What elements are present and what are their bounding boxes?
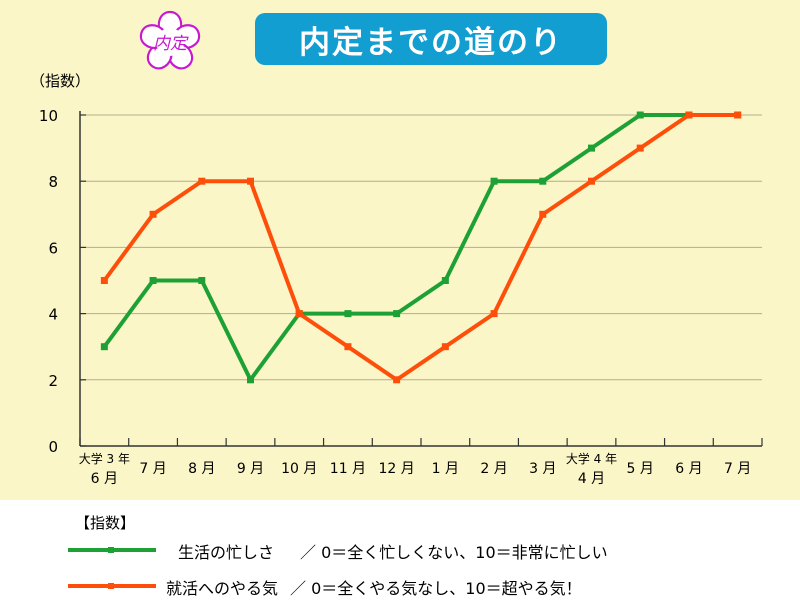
x-tick-label: 2 月 bbox=[480, 461, 507, 477]
data-point bbox=[441, 277, 449, 284]
x-tick-label: 5 月 bbox=[627, 461, 654, 477]
x-tick-label: 11 月 bbox=[330, 461, 366, 477]
data-point bbox=[588, 144, 595, 152]
x-tick-label: 8 月 bbox=[188, 461, 215, 477]
y-tick-label: 4 bbox=[48, 306, 58, 324]
data-point bbox=[539, 177, 547, 185]
data-point bbox=[393, 376, 401, 384]
x-tick-label: 6 月 bbox=[675, 461, 702, 477]
x-tick-label: 7 月 bbox=[139, 461, 166, 477]
data-point bbox=[490, 310, 498, 318]
y-tick-label: 6 bbox=[48, 239, 58, 257]
page-title: 内定までの道のり bbox=[255, 13, 607, 65]
y-axis-unit-label: （指数） bbox=[30, 72, 91, 90]
data-point bbox=[539, 210, 547, 218]
data-point bbox=[393, 310, 401, 318]
y-tick-label: 0 bbox=[48, 438, 58, 456]
legend-heading: 【指数】 bbox=[75, 514, 136, 532]
legend-swatch-busyness bbox=[68, 547, 156, 553]
data-point bbox=[100, 277, 108, 284]
stamp-text: 内定 bbox=[153, 34, 189, 54]
data-point bbox=[198, 277, 206, 284]
data-point bbox=[100, 343, 108, 351]
legend-label-motivation: 就活へのやる気 bbox=[166, 579, 279, 598]
legend-scale-busyness: ／ 0＝全く忙しくない、10＝非常に忙しい bbox=[300, 543, 608, 562]
legend-swatch-motivation bbox=[68, 583, 156, 589]
y-tick-label: 10 bbox=[39, 107, 58, 125]
series-line-motivation bbox=[102, 113, 738, 383]
flower-stamp-icon: 内定 bbox=[139, 10, 201, 70]
series-line-busyness bbox=[102, 113, 738, 384]
chart-panel: 内定 内定までの道のり （指数） 0 2 4 6 8 10 大学 3 年 6 月 7 月 8 月 9… bbox=[0, 0, 800, 500]
data-point bbox=[636, 144, 644, 152]
data-point bbox=[588, 177, 595, 185]
y-tick-label: 2 bbox=[48, 372, 58, 390]
data-point bbox=[490, 177, 498, 185]
data-point bbox=[685, 111, 693, 119]
x-tick-label: 10 月 bbox=[281, 461, 317, 477]
x-tick-label: 6 月 bbox=[91, 471, 118, 487]
data-point bbox=[344, 310, 352, 318]
data-point bbox=[149, 277, 157, 284]
data-point bbox=[247, 177, 254, 185]
x-tick-label: 9 月 bbox=[237, 461, 264, 477]
data-point bbox=[734, 111, 742, 119]
line-chart: 0 2 4 6 8 10 大学 3 年 6 月 7 月 8 月 9 月 10 月 11 月 12 月 1 月… bbox=[39, 107, 763, 487]
x-tick-label: 1 月 bbox=[432, 461, 459, 477]
x-tick-label: 3 月 bbox=[529, 461, 556, 477]
data-point bbox=[247, 376, 254, 384]
x-tick-label: 7 月 bbox=[724, 461, 751, 477]
x-tick-label: 12 月 bbox=[379, 461, 415, 477]
data-point bbox=[344, 343, 352, 351]
data-point bbox=[441, 343, 449, 351]
data-point bbox=[149, 210, 157, 218]
y-tick-label: 8 bbox=[48, 173, 58, 191]
x-tick-label: 大学 3 年 bbox=[79, 451, 130, 466]
data-point bbox=[295, 310, 303, 318]
x-tick-label: 大学 4 年 bbox=[566, 451, 617, 466]
legend: 【指数】 生活の忙しさ ／ 0＝全く忙しくない、10＝非常に忙しい 就活へのやる… bbox=[0, 500, 800, 600]
data-point bbox=[636, 111, 644, 119]
data-point bbox=[198, 177, 206, 185]
x-tick-label: 4 月 bbox=[578, 471, 605, 487]
legend-label-busyness: 生活の忙しさ bbox=[178, 543, 275, 562]
legend-scale-motivation: ／ 0＝全くやる気なし、10＝超やる気！ bbox=[290, 579, 582, 598]
